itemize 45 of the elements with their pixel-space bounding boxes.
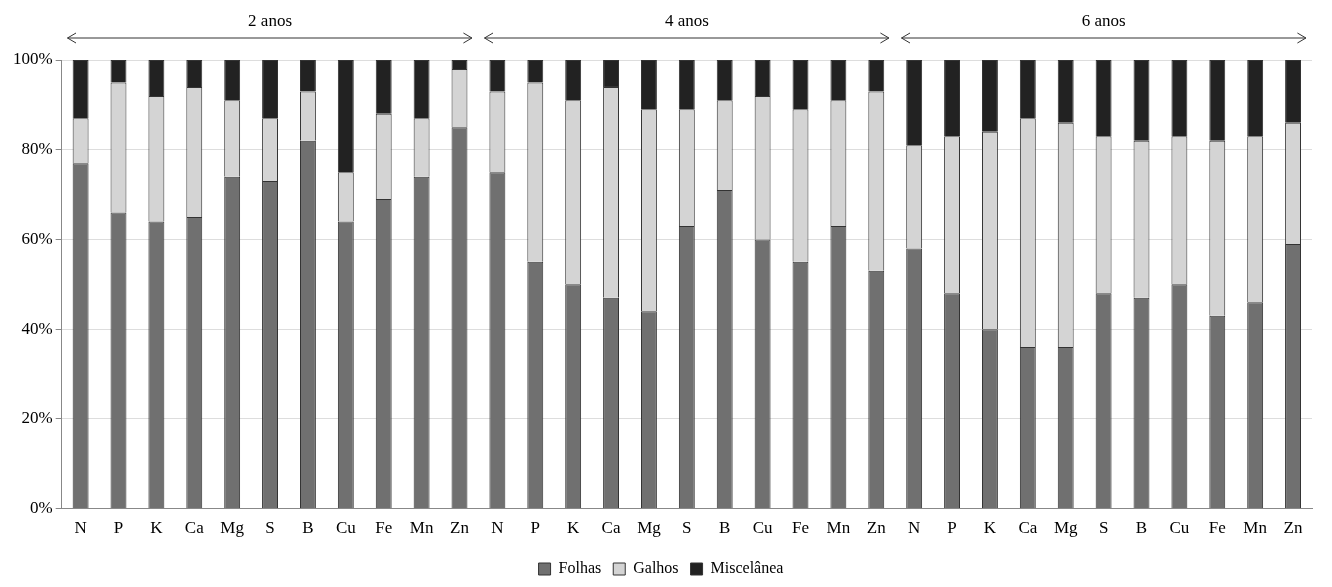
x-tick-label: Cu [752,518,774,538]
x-tick-label: K [150,518,164,538]
x-tick-label: N [908,518,921,538]
x-tick-label: Mn [826,518,851,538]
x-tick-label: Mn [409,518,434,538]
x-tick-label: Ca [1018,518,1038,538]
x-tick-label: S [1098,518,1109,538]
x-tick-label: Mg [1053,518,1079,538]
y-tick-label: 80% [21,139,53,159]
y-tick-label: 100% [12,49,53,69]
x-tick-label: P [113,518,124,538]
y-tick-label: 60% [21,228,53,248]
text: 6 anos [1081,10,1126,30]
x-tick-label: Fe [375,518,393,538]
x-tick-label: B [719,518,731,538]
x-tick-label: Cu [335,518,357,538]
x-tick-label: B [1135,518,1148,538]
x-tick-label: S [682,518,692,538]
x-tick-label: K [983,518,997,538]
x-tick-label: N [74,518,87,538]
legend-label: Galhos [633,559,679,577]
legend-label: Miscelânea [710,559,784,577]
text: 2 anos [248,10,293,30]
text: 4 anos [664,10,709,30]
x-tick-label: N [491,518,504,538]
x-tick-label: P [530,518,541,538]
x-tick-label: Zn [450,518,470,538]
y-tick-label: 0% [29,498,53,518]
x-tick-label: Fe [792,518,809,538]
x-tick-label: Fe [1208,518,1226,538]
x-tick-label: Ca [601,518,621,538]
y-tick-label: 20% [21,408,53,428]
x-tick-label: K [567,518,581,538]
x-tick-label: Cu [1169,518,1190,538]
x-tick-label: S [265,518,275,538]
x-tick-label: Mn [1243,518,1268,538]
y-tick-label: 40% [21,318,53,338]
x-tick-label: Zn [866,518,887,538]
x-tick-label: Ca [184,518,205,538]
x-tick-label: Mg [637,518,662,538]
x-tick-label: Zn [1283,518,1303,538]
x-tick-label: B [302,518,314,538]
x-tick-label: Mg [220,518,245,538]
legend-label: Folhas [558,559,602,577]
x-tick-label: P [947,518,957,538]
